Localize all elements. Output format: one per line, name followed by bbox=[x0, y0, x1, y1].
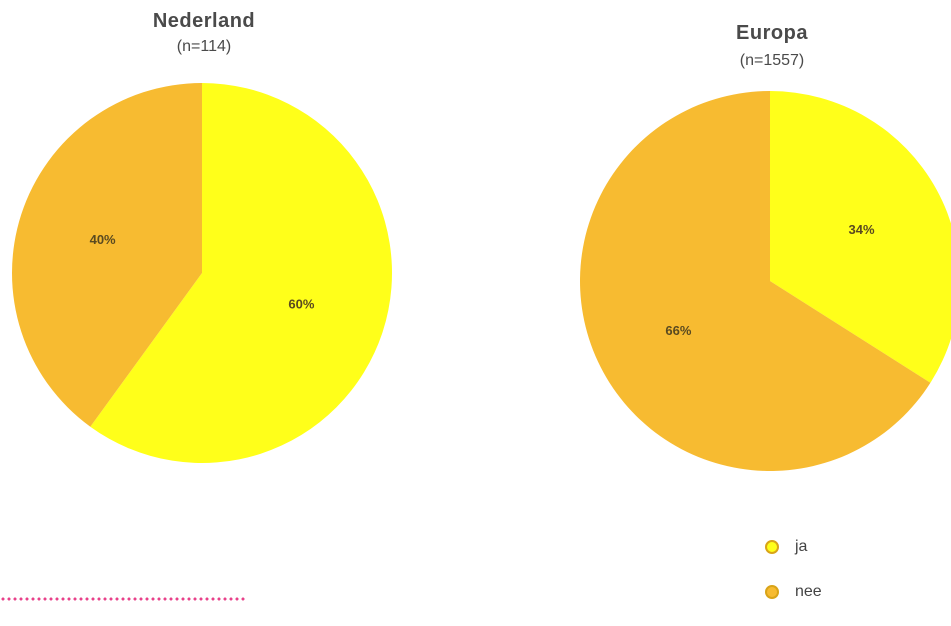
legend-label-ja: ja bbox=[795, 538, 808, 555]
pie-chart-nederland: 60% 40% bbox=[12, 83, 393, 463]
pie-subtitle-europa: (n=1557) bbox=[739, 52, 805, 69]
legend-item-nee: nee bbox=[765, 581, 822, 603]
slice-label-nee: 40% bbox=[90, 232, 116, 247]
pie-chart-europa: 34% 66% bbox=[580, 91, 951, 471]
slice-label-nee: 66% bbox=[665, 323, 691, 338]
legend-label-nee: nee bbox=[795, 583, 822, 600]
pie-title-nederland: Nederland bbox=[152, 10, 256, 32]
slice-label-ja: 60% bbox=[288, 297, 314, 312]
legend-swatch-nee-icon bbox=[765, 585, 779, 599]
legend-item-ja: ja bbox=[765, 536, 822, 558]
pie-slice-ja bbox=[90, 83, 393, 463]
legend: ja nee bbox=[765, 536, 822, 626]
pie-slice-ja bbox=[770, 91, 951, 383]
decorative-dotted-line bbox=[0, 596, 245, 602]
legend-swatch-ja-icon bbox=[765, 540, 779, 554]
pie-slice-nee bbox=[12, 83, 203, 427]
pie-subtitle-nederland: (n=114) bbox=[176, 38, 232, 55]
pie-title-europa: Europa bbox=[736, 22, 808, 44]
slice-label-ja: 34% bbox=[849, 222, 875, 237]
pie-slice-nee bbox=[580, 91, 931, 471]
